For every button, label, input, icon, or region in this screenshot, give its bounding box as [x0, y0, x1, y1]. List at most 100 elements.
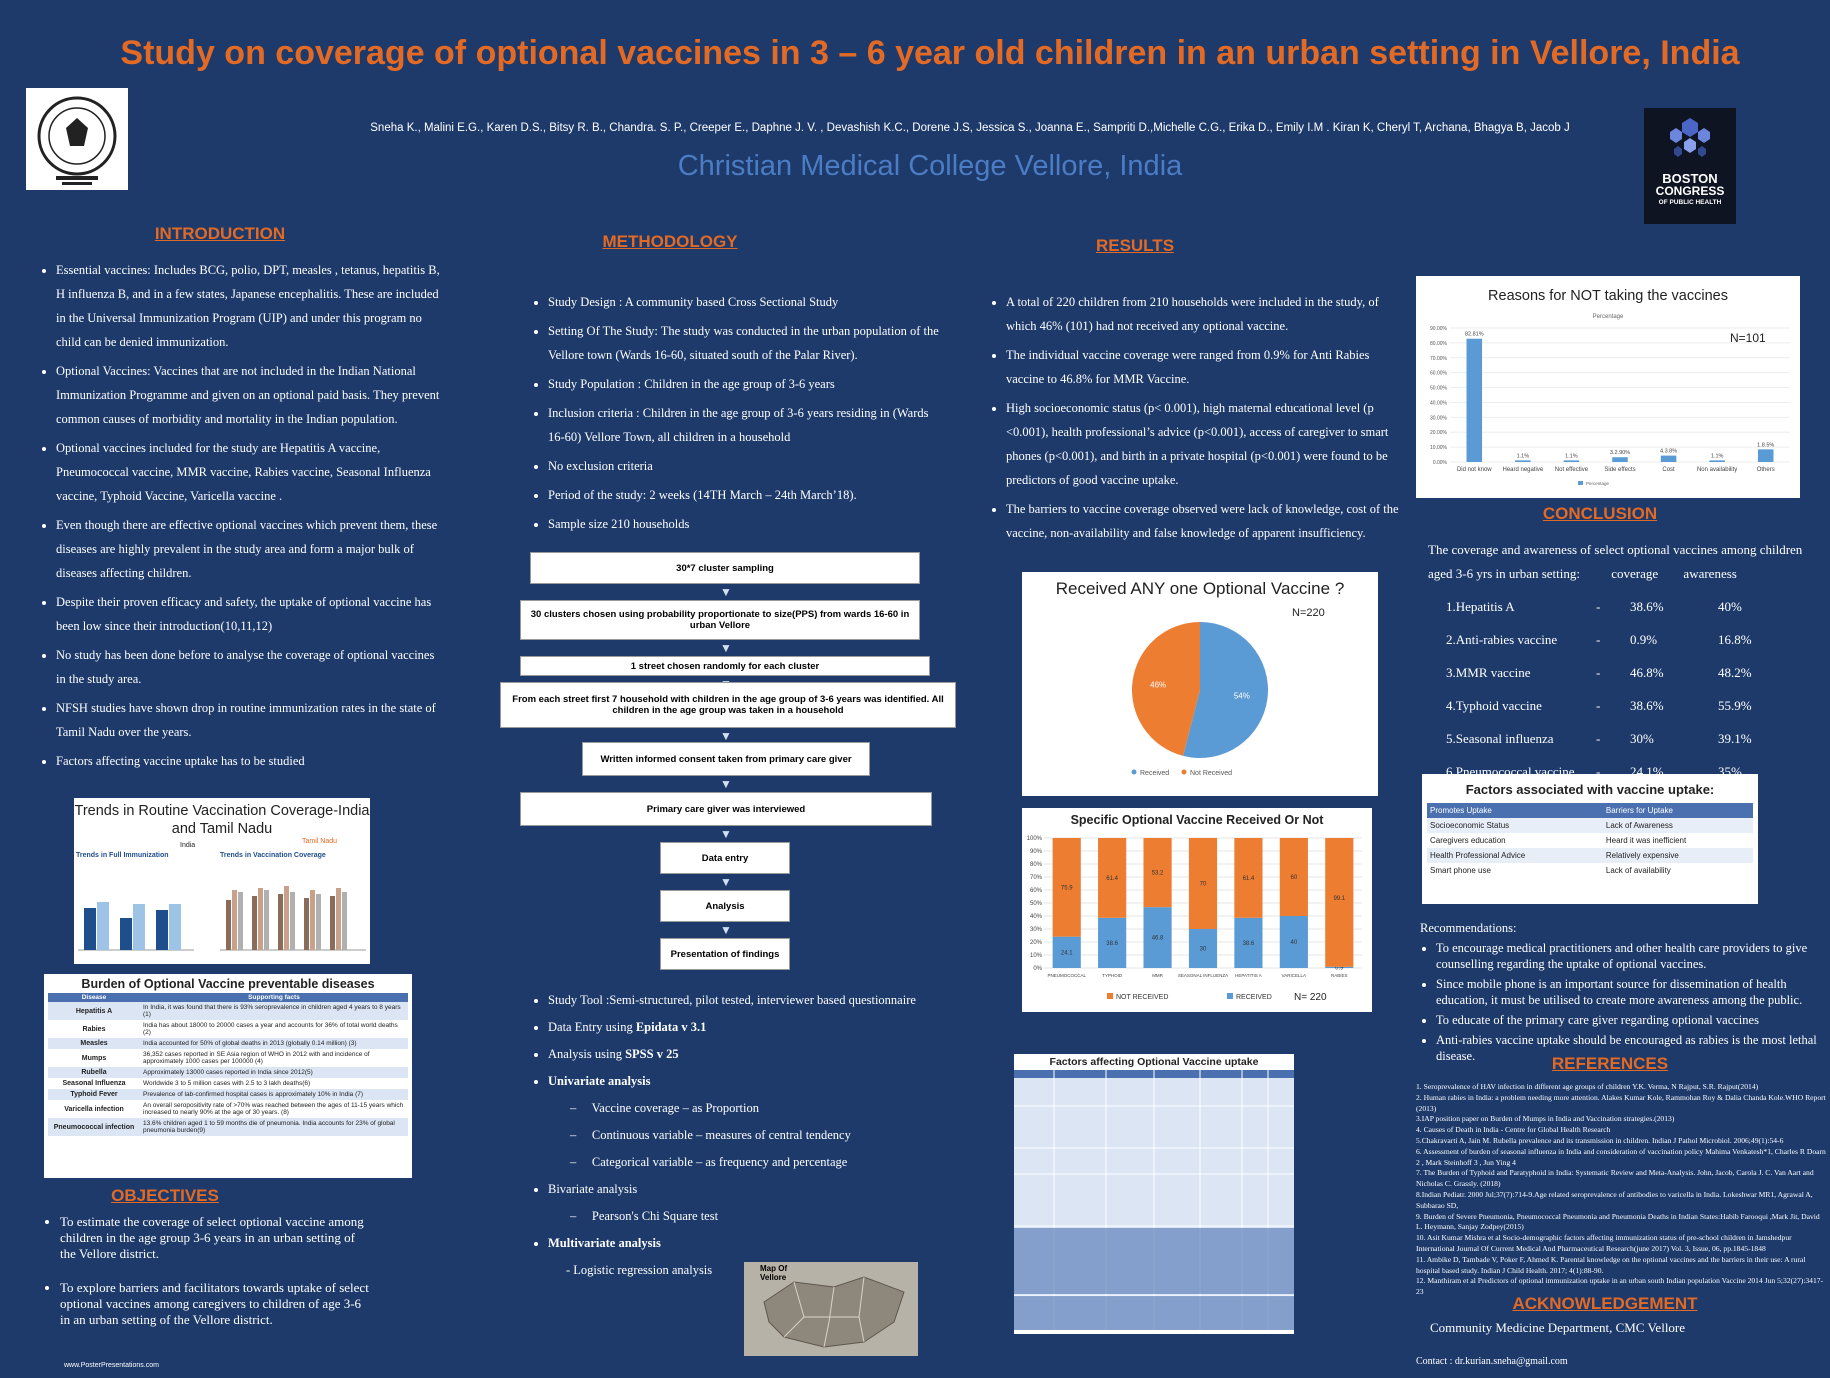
method-item: Study Population : Children in the age g… [548, 372, 942, 396]
data-label: 40 [1291, 940, 1298, 946]
x-tick-label: HEPATITIS A [1235, 973, 1262, 978]
reason-bar [1660, 455, 1677, 462]
coverage-row: 2.Anti-rabies vaccine - 0.9% 16.8% [1446, 623, 1752, 656]
introduction-heading: INTRODUCTION [154, 224, 286, 243]
recommendation-item: To educate of the primary care giver reg… [1436, 1012, 1820, 1028]
vaccine-name: 2.Anti-rabies vaccine [1446, 632, 1558, 647]
trend-bars-graphic [78, 886, 366, 951]
result-item: High socioeconomic status (p< 0.001), hi… [1006, 396, 1400, 492]
factors-associated-title: Factors associated with vaccine uptake: [1465, 782, 1715, 797]
promotes-uptake-cell: Health Professional Advice [1430, 851, 1526, 860]
arrow-down-icon: ▼ [720, 875, 732, 889]
promotes-uptake-cell: Smart phone use [1430, 866, 1491, 875]
bar-segment [1052, 936, 1081, 968]
bar-segment [1325, 838, 1354, 967]
burden-fact: 13.6% children aged 1 to 59 months die o… [143, 1120, 395, 1134]
burden-table-title: Burden of Optional Vaccine preventable d… [81, 977, 375, 991]
reference-item: 7. The Burden of Typhoid and Paratyphoid… [1416, 1168, 1814, 1189]
barrier-cell: Lack of Awareness [1605, 821, 1673, 830]
reference-item: 10. Asit Kumar Mishra et al Socio-demogr… [1416, 1233, 1792, 1253]
x-tick-label: PNEUMOCOCCAL [1047, 973, 1086, 978]
trend-right-label: Tamil Nadu [302, 838, 338, 845]
legend-swatch [1131, 769, 1137, 775]
methodology-analysis-section: Study Tool :Semi-structured, pilot teste… [532, 987, 932, 1284]
flow-step: 1 street chosen randomly for each cluste… [520, 656, 930, 676]
introduction-section: Essential vaccines: Includes BCG, polio,… [40, 258, 440, 778]
pie-annotation: N=220 [1292, 607, 1325, 619]
factors-associated-table: Promotes Uptake Barriers for Uptake Soci… [1427, 803, 1753, 878]
poster-title: Study on coverage of optional vaccines i… [120, 34, 1740, 72]
x-tick-label: Non availability [1697, 467, 1737, 473]
reasons-annotation: N=101 [1730, 331, 1766, 345]
coverage-row: 3.MMR vaccine - 46.8% 48.2% [1446, 656, 1752, 689]
legend-swatch [1107, 993, 1113, 999]
data-label: 38.6 [1106, 941, 1118, 947]
author-list: Sneha K., Malini E.G., Karen D.S., Bitsy… [370, 122, 1570, 134]
burden-disease: Seasonal Influenza [62, 1080, 126, 1087]
burden-row: Hepatitis A In India, it was found that t… [48, 1002, 408, 1020]
flow-step: From each street first 7 household with … [500, 682, 956, 728]
awareness-value: 16.8% [1718, 632, 1752, 647]
y-tick-label: 20.00% [1430, 430, 1448, 436]
reference-item: 3.IAP position paper on Burden of Mumps … [1416, 1114, 1675, 1124]
burden-row: Pneumococcal infection 13.6% children age… [48, 1118, 408, 1136]
col-coverage-label: coverage [1611, 566, 1659, 581]
pie-chart-svg: Received ANY one Optional Vaccine ? N=220… [1056, 579, 1345, 777]
x-tick-label: Cost [1662, 467, 1675, 473]
legend-label: RECEIVED [1236, 994, 1272, 1001]
barrier-cell: Relatively expensive [1605, 851, 1679, 860]
factors-row: Socioeconomic Status Lack of Awareness [1427, 818, 1753, 833]
vellore-map-image: Map Of Vellore [744, 1262, 918, 1356]
uni-item: – Categorical variable – as frequency an… [570, 1155, 848, 1169]
flow-step: Data entry [660, 842, 790, 874]
intro-item: Essential vaccines: Includes BCG, polio,… [56, 258, 440, 354]
reasons-subtitle: Percentage [1593, 314, 1624, 320]
y-tick-label: 40.00% [1430, 400, 1448, 406]
x-tick-label: Did not know [1457, 467, 1492, 473]
method-item: Setting Of The Study: The study was cond… [548, 319, 942, 367]
y-tick-label: 70% [1030, 875, 1043, 881]
barrier-cell: Heard it was inefficient [1605, 836, 1687, 845]
multi-item: - Logistic regression analysis [566, 1263, 713, 1277]
specific-vaccine-chart: Specific Optional Vaccine Received Or No… [1022, 808, 1372, 1012]
y-tick-label: 40% [1030, 914, 1043, 920]
awareness-value: 48.2% [1718, 665, 1752, 680]
reference-item: 5.Chakravarti A, Jain M. Rubella prevale… [1416, 1135, 1784, 1145]
promotes-uptake-cell: Caregivers education [1430, 836, 1506, 845]
arrow-down-icon: ▼ [720, 923, 732, 937]
analysis-item: Analysis using SPSS v 25 [548, 1041, 932, 1068]
y-tick-label: 70.00% [1430, 356, 1448, 362]
y-tick-label: 50.00% [1430, 386, 1448, 392]
conclusion-intro: The coverage and awareness of select opt… [1428, 538, 1818, 586]
pie-value-label: 54% [1234, 691, 1250, 700]
methodology-section: Study Design : A community based Cross S… [532, 290, 942, 541]
factors-uptake-table-image: Factors affecting Optional Vaccine uptak… [1014, 1054, 1294, 1334]
awareness-value: 39.1% [1718, 731, 1752, 746]
map-graphic [763, 1276, 905, 1348]
data-label: 75.9 [1061, 885, 1073, 891]
reasons-bar-chart-svg: Reasons for NOT taking the vaccines Perce… [1430, 288, 1790, 486]
data-label: 3.2.90% [1610, 450, 1630, 456]
legend-label: Received [1140, 770, 1169, 777]
burden-row: Rabies India has about 18000 to 20000 cas… [48, 1020, 408, 1038]
data-entry-text: Data Entry using [548, 1020, 636, 1034]
analysis-software: SPSS v 25 [625, 1047, 679, 1061]
poster-presentations-footer: www.PosterPresentations.com [64, 1362, 159, 1369]
data-entry-software: Epidata v 3.1 [635, 1020, 707, 1034]
y-tick-label: 90% [1030, 849, 1043, 855]
vaccine-name: 3.MMR vaccine [1446, 665, 1531, 680]
boston-congress-logo: BOSTON CONGRESS OF PUBLIC HEALTH [1644, 108, 1736, 224]
reason-bar [1709, 460, 1725, 462]
trend-left-subtitle: Trends in Full Immunization [76, 852, 169, 859]
multivariate-heading: Multivariate analysis [548, 1230, 932, 1257]
y-tick-label: 60% [1030, 888, 1043, 894]
data-label: 30 [1200, 947, 1207, 953]
separator: - [1596, 698, 1601, 713]
burden-disease: Hepatitis A [75, 1007, 113, 1015]
reason-bar [1515, 460, 1531, 462]
pie-slice [1183, 622, 1268, 758]
sampling-flowchart: 30*7 cluster sampling ▼ 30 clusters chos… [500, 552, 960, 972]
recommendations-heading: Recommendations: [1420, 921, 1517, 935]
uni-item-text: Continuous variable – measures of centra… [591, 1128, 851, 1142]
coverage-value: 46.8% [1630, 665, 1664, 680]
